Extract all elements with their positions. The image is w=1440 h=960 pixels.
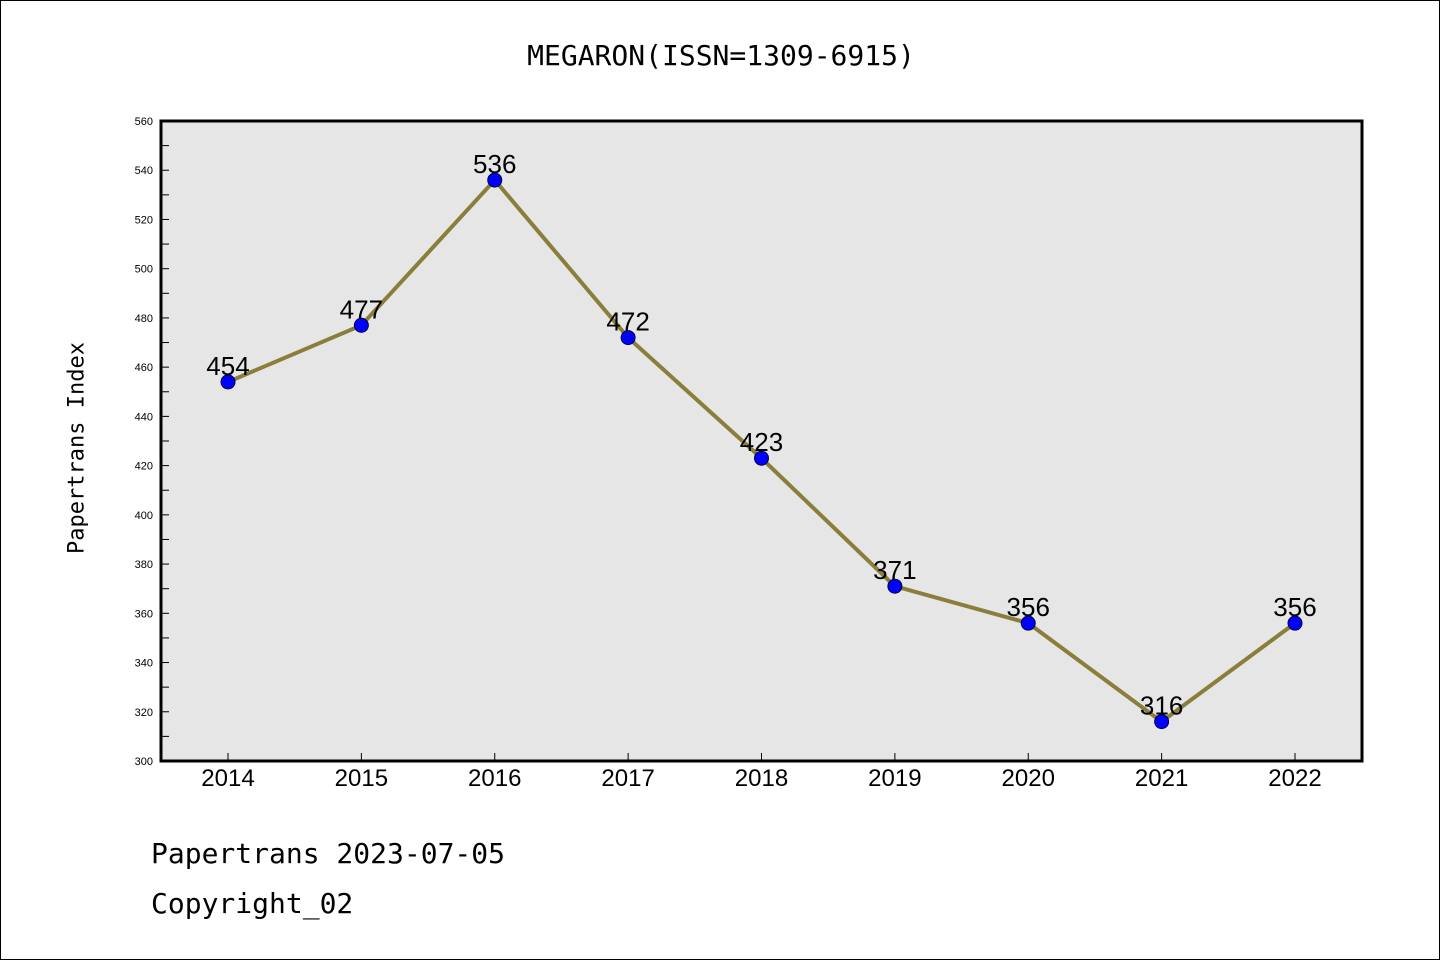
y-tick-label: 320 [135,707,153,719]
x-tick-label: 2017 [601,765,654,792]
data-label: 472 [606,307,649,337]
x-tick-label: 2019 [868,765,921,792]
x-tick-label: 2021 [1135,765,1188,792]
x-tick-label: 2015 [335,765,388,792]
y-tick-label: 500 [135,264,153,276]
y-tick-label: 300 [135,756,153,768]
data-label: 316 [1140,691,1183,721]
data-label: 536 [473,149,516,179]
x-tick-label: 2022 [1268,765,1321,792]
data-point [887,578,903,594]
data-point [1020,615,1036,631]
y-tick-label: 340 [135,658,153,670]
y-tick-label: 520 [135,214,153,226]
data-label: 477 [340,294,383,324]
plot-area [161,121,1362,761]
plot-frame [159,119,1364,763]
y-tick-label: 420 [135,461,153,473]
data-point [1287,615,1303,631]
data-point [754,450,769,466]
x-tick-label: 2016 [468,765,521,792]
data-label: 454 [206,351,249,381]
y-tick-label: 440 [135,411,153,423]
data-point [1154,714,1170,730]
x-tick-label: 2020 [1002,765,1055,792]
y-tick-label: 480 [135,313,153,325]
footer-date: Papertrans 2023-07-05 [151,837,506,870]
chart-title: MEGARON(ISSN=1309-6915) [527,39,915,72]
data-label: 371 [873,555,916,585]
y-tick-label: 400 [135,510,153,522]
x-tick-label: 2018 [735,765,788,792]
data-point [487,172,503,188]
data-point [220,374,236,390]
data-label: 356 [1007,592,1050,622]
y-tick-label: 360 [135,608,153,620]
data-label: 356 [1273,592,1316,622]
y-tick-label: 560 [135,116,153,128]
data-point [620,330,636,346]
data-point [353,317,369,333]
y-tick-label: 380 [135,559,153,571]
x-tick-label: 2014 [201,765,254,792]
y-tick-label: 540 [135,165,153,177]
y-tick-label: 460 [135,362,153,374]
footer-copyright: Copyright_02 [151,887,354,920]
data-label: 423 [740,427,783,457]
